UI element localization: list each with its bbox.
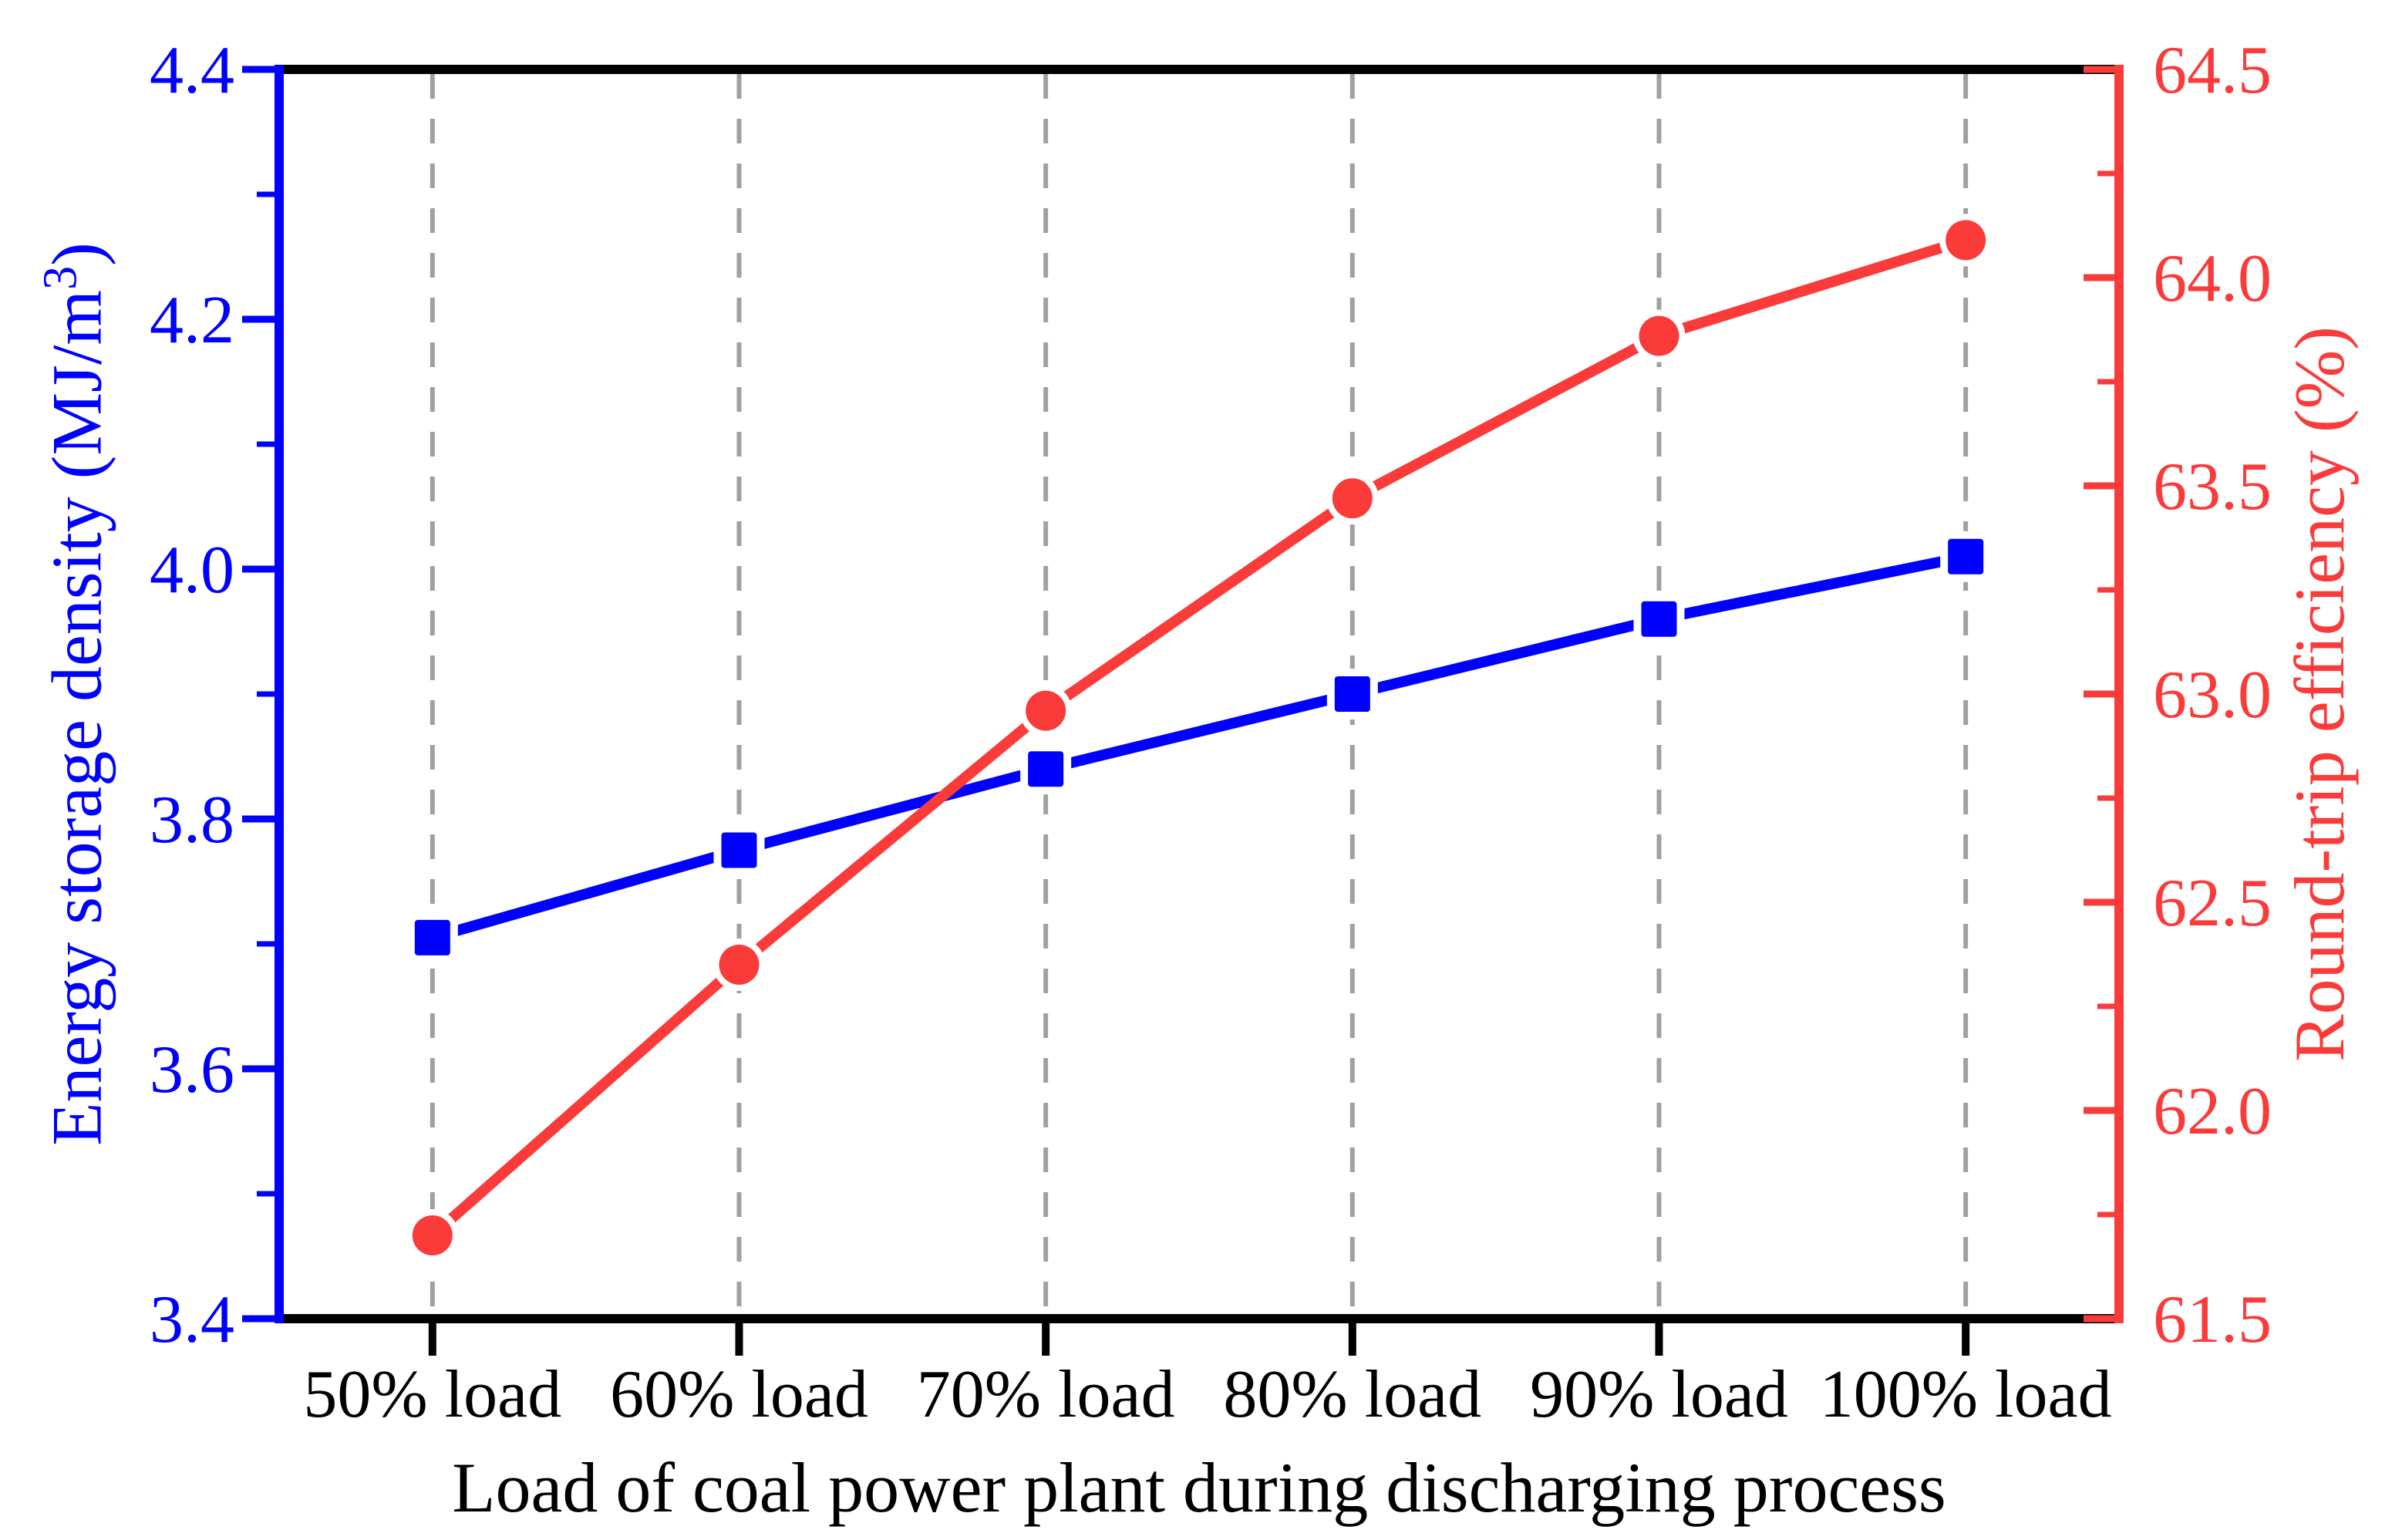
x-tick-label: 80% load — [1223, 1357, 1481, 1432]
gridlines — [430, 74, 1969, 1314]
circle-marker — [719, 945, 760, 985]
left-tick-label: 3.6 — [150, 1033, 234, 1107]
right-y-axis-title: Round-trip efficiency (%) — [2280, 326, 2359, 1062]
right-tick-label: 63.0 — [2153, 658, 2272, 733]
square-marker — [1334, 676, 1370, 712]
x-tick-label: 100% load — [1820, 1357, 2112, 1432]
square-marker — [1948, 538, 1984, 575]
left-tick-label: 4.4 — [150, 33, 234, 108]
series-square — [406, 531, 1992, 963]
right-tick-label: 64.5 — [2153, 33, 2272, 108]
round-trip-efficiency-line — [426, 234, 1972, 1241]
left-tick-label: 4.0 — [150, 533, 234, 608]
left-tick-label: 3.8 — [150, 783, 234, 858]
right-tick-label: 64.0 — [2153, 241, 2272, 316]
x-axis-title-text: Load of coal power plant during discharg… — [452, 1448, 1946, 1527]
circle-marker — [412, 1215, 453, 1255]
x-tick-label: 70% load — [917, 1357, 1175, 1432]
left-axis: 3.4 3.6 3.8 4.0 4.2 4.4 — [150, 33, 279, 1357]
x-tick-label: 50% load — [303, 1357, 561, 1432]
right-tick-label: 62.0 — [2153, 1074, 2272, 1149]
x-tick-label: 90% load — [1530, 1357, 1788, 1432]
right-tick-label: 62.5 — [2153, 866, 2272, 941]
energy-storage-density-line — [426, 551, 1972, 943]
square-marker — [414, 919, 450, 955]
left-tick-label: 4.2 — [150, 283, 234, 358]
right-tick-label: 63.5 — [2153, 450, 2272, 524]
square-marker — [721, 832, 757, 868]
series-circle — [406, 214, 1993, 1262]
circle-marker — [1946, 220, 1986, 261]
x-tick-label: 60% load — [610, 1357, 868, 1432]
left-y-axis-title-text: Energy storage density (MJ/m — [37, 289, 116, 1146]
left-y-axis-title-superscript: 3 — [34, 265, 87, 290]
left-y-axis-title: Energy storage density (MJ/m3) — [34, 242, 118, 1145]
circle-marker — [1639, 315, 1679, 356]
x-axis-title: Load of coal power plant during discharg… — [452, 1448, 1946, 1527]
square-marker — [1028, 751, 1064, 787]
right-tick-label: 61.5 — [2153, 1282, 2272, 1357]
x-axis: 50% load 60% load 70% load 80% load 90% load… — [303, 1319, 2112, 1432]
left-tick-label: 3.4 — [150, 1282, 234, 1357]
circle-marker — [1332, 478, 1373, 519]
right-axis: 61.5 62.0 62.5 63.0 63.5 64.0 64.5 — [2084, 33, 2272, 1357]
square-marker — [1641, 601, 1677, 637]
circle-marker — [1026, 690, 1066, 731]
left-y-axis-title-close: ) — [37, 242, 116, 266]
